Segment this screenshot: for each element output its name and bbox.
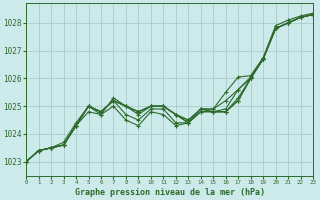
- X-axis label: Graphe pression niveau de la mer (hPa): Graphe pression niveau de la mer (hPa): [75, 188, 265, 197]
